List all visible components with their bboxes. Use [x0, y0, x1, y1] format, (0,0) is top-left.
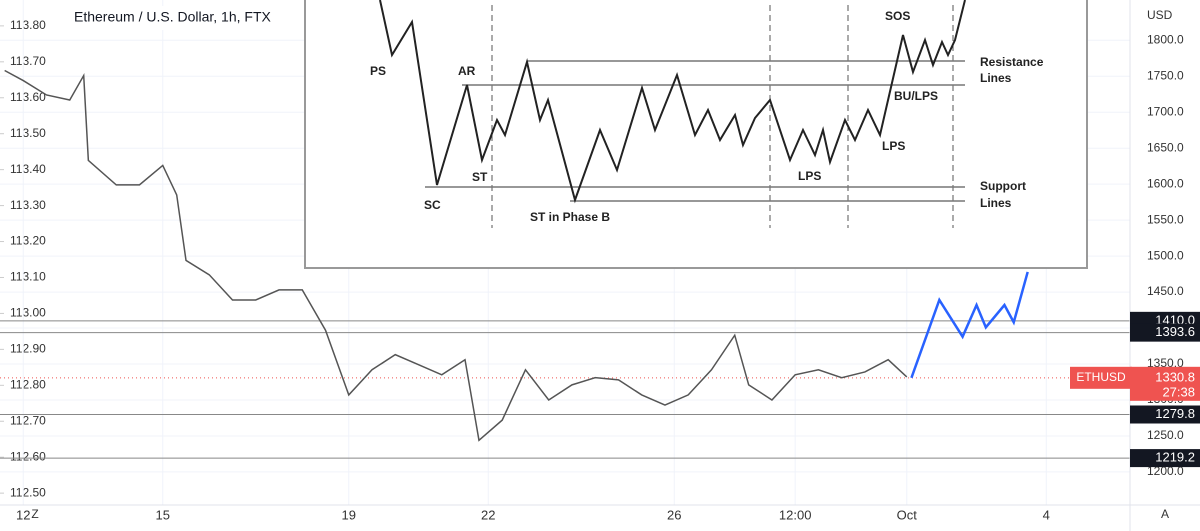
x-tick-label: 12:00: [779, 507, 812, 522]
inset-label: SC: [424, 198, 441, 212]
y-tick-label: 1550.0: [1147, 212, 1184, 226]
price-tag: [1130, 323, 1200, 342]
y2-tick-label: 113.60: [10, 90, 46, 104]
price-series: [910, 271, 1029, 379]
chart-title: Ethereum / U.S. Dollar, 1h, FTX: [74, 9, 272, 25]
inset-label: LPS: [798, 169, 821, 183]
y2-tick-label: 113.30: [10, 198, 46, 212]
marks: [0, 69, 1130, 459]
inset-label: Resistance: [980, 55, 1044, 69]
price-tag-label: 1279.8: [1155, 406, 1195, 421]
y-unit: USD: [1147, 8, 1173, 22]
inset-label: LPS: [882, 139, 905, 153]
inset-label: BU/LPS: [894, 89, 938, 103]
y-tick-label: 1700.0: [1147, 104, 1184, 118]
y2-tick-label: 113.00: [10, 306, 46, 320]
inset-label: Support: [980, 179, 1026, 193]
x-tick-label: 19: [342, 507, 356, 522]
y2-tick-label: 113.80: [10, 18, 46, 32]
symbol-tag: [1070, 366, 1132, 389]
range-lines: [425, 60, 965, 202]
inset-label: PS: [370, 64, 386, 78]
y2-tick-label: 113.40: [10, 162, 46, 176]
y2-tick-label: 112.90: [10, 342, 46, 356]
inset: PS AR SC ST ST in Phase B LPS LPS SOS BU…: [304, 0, 1088, 269]
y-tick-label: 1350.0: [1147, 356, 1184, 370]
y-tick-label: 1500.0: [1147, 248, 1184, 262]
inset-label: SOS: [885, 9, 910, 23]
y2-tick-label: 113.70: [10, 54, 46, 68]
inset-label: ST in Phase B: [530, 210, 610, 224]
price-tag: [1130, 405, 1200, 424]
x-tick-label: 26: [667, 507, 681, 522]
y-tick-label: 1450.0: [1147, 284, 1184, 298]
toolbar-button[interactable]: Z: [31, 507, 38, 521]
y2-tick-label: 112.70: [10, 413, 46, 427]
countdown: 27:38: [1162, 384, 1195, 399]
x-tick-label: 22: [481, 507, 495, 522]
inset-label: Lines: [980, 71, 1012, 85]
wyckoff-path: [379, 0, 966, 204]
inset-label: AR: [458, 64, 476, 78]
toolbar-button[interactable]: A: [1161, 507, 1169, 521]
price-tag: [1130, 449, 1200, 468]
y-tick-label: 1200.0: [1147, 464, 1184, 478]
y-tick-label: 1600.0: [1147, 176, 1184, 190]
y2-tick-label: 112.50: [10, 485, 46, 499]
y2-tick-label: 113.50: [10, 126, 46, 140]
symbol-label: ETHUSD: [1076, 370, 1126, 384]
y2-tick-label: 113.20: [10, 234, 46, 248]
y2-tick-label: 112.80: [10, 377, 46, 391]
price-tag-label: 1219.2: [1155, 450, 1195, 465]
y-tick-label: 1250.0: [1147, 428, 1184, 442]
y2-tick-label: 113.10: [10, 270, 46, 284]
y-tick-label: 1800.0: [1147, 32, 1184, 46]
x-tick-label: Oct: [897, 507, 918, 522]
last-price-label: 1330.8: [1155, 369, 1195, 384]
inset-label: ST: [472, 170, 488, 184]
x-tick-label: 12: [16, 507, 30, 522]
phase-dividers: [491, 5, 954, 228]
last-price-tag: [1130, 366, 1200, 401]
price-tag-label: 1410.0: [1155, 312, 1195, 327]
y2-tick-label: 112.60: [10, 449, 46, 463]
price-series: [4, 69, 908, 442]
inset-label: Lines: [980, 196, 1012, 210]
price-tag-label: 1393.6: [1155, 324, 1195, 339]
y-tick-label: 1750.0: [1147, 68, 1184, 82]
x-tick-label: 15: [156, 507, 170, 522]
x-tick-label: 4: [1043, 507, 1050, 522]
y-tick-label: 1650.0: [1147, 140, 1184, 154]
title-backdrop: [62, 6, 298, 30]
